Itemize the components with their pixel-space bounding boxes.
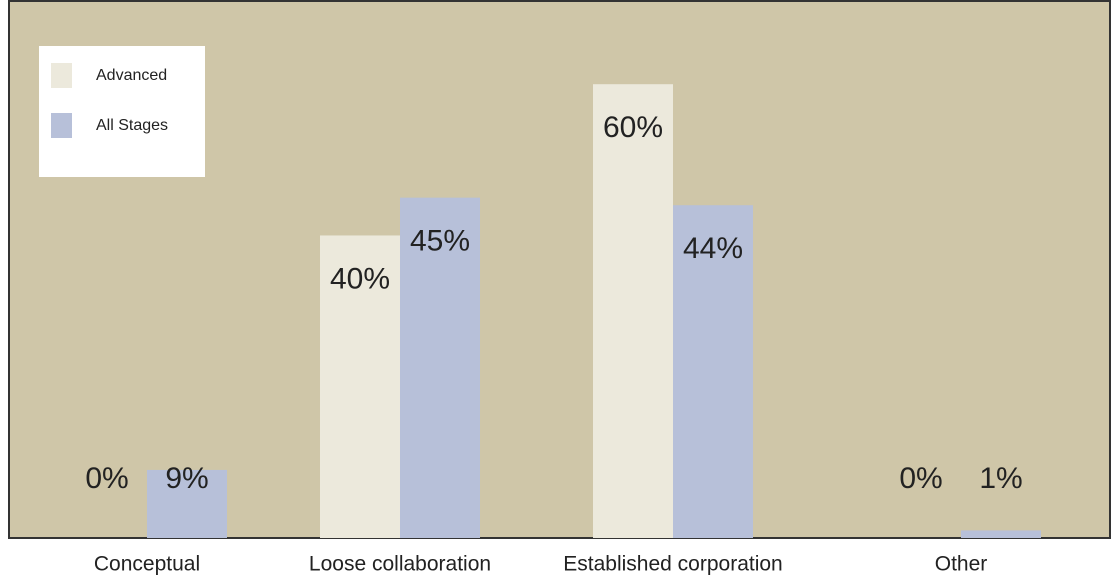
bar: [400, 197, 480, 538]
x-tick-label: Other: [935, 553, 988, 576]
data-label: 9%: [165, 462, 208, 495]
data-label: 1%: [979, 462, 1022, 495]
bar: [147, 469, 227, 538]
data-label: 0%: [85, 462, 128, 495]
bar: [593, 84, 673, 539]
legend-swatch: [51, 63, 72, 88]
data-label: 44%: [683, 232, 743, 265]
bar: [673, 205, 753, 538]
legend-label: Advanced: [96, 67, 167, 84]
bar: [320, 235, 400, 538]
legend: Advanced All Stages: [39, 46, 205, 177]
legend-label: All Stages: [96, 117, 168, 134]
data-label: 0%: [899, 462, 942, 495]
x-tick-label: Conceptual: [94, 553, 200, 576]
x-tick-label: Loose collaboration: [309, 553, 491, 576]
data-label: 40%: [330, 262, 390, 295]
data-label: 60%: [603, 111, 663, 144]
bar: [961, 530, 1041, 538]
legend-swatch: [51, 113, 72, 138]
x-tick-label: Established corporation: [563, 553, 782, 576]
data-label: 45%: [410, 225, 470, 258]
